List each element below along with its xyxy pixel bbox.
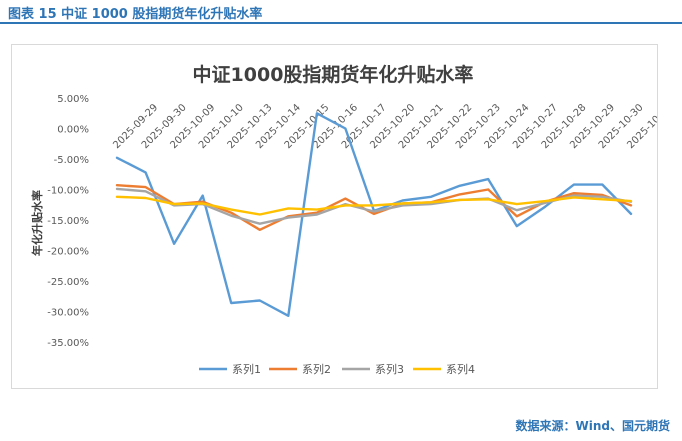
caption-divider bbox=[0, 22, 682, 24]
y-tick-label: -35.00% bbox=[47, 338, 89, 349]
legend-label: 系列3 bbox=[375, 362, 404, 376]
legend-label: 系列4 bbox=[446, 362, 475, 376]
line-chart: 中证1000股指期货年化升贴水率 年化升贴水率 5.00% 0.00% -5.00%… bbox=[30, 63, 674, 376]
figure-caption: 图表 15 中证 1000 股指期货年化升贴水率 bbox=[8, 7, 263, 22]
data-source-note: 数据来源：Wind、国元期货 bbox=[515, 419, 670, 433]
chart-title: 中证1000股指期货年化升贴水率 bbox=[193, 63, 474, 86]
chart-frame: 中证1000股指期货年化升贴水率 年化升贴水率 5.00% 0.00% -5.00%… bbox=[11, 44, 674, 389]
y-tick-label: -25.00% bbox=[47, 277, 89, 288]
series-lines bbox=[115, 112, 633, 317]
y-tick-label: -15.00% bbox=[47, 216, 89, 227]
series-line-4 bbox=[115, 195, 633, 216]
legend: 系列1 系列2 系列3 系列4 bbox=[199, 362, 475, 376]
y-tick-label: -10.00% bbox=[47, 186, 89, 197]
y-tick-label: -5.00% bbox=[54, 155, 89, 166]
y-tick-label: -20.00% bbox=[47, 247, 89, 258]
legend-label: 系列1 bbox=[232, 362, 261, 376]
x-axis-ticks: 2025-09-292025-09-302025-10-092025-10-10… bbox=[111, 102, 674, 151]
y-tick-label: 5.00% bbox=[57, 94, 89, 105]
legend-label: 系列2 bbox=[302, 362, 331, 376]
y-tick-label: 0.00% bbox=[57, 125, 89, 136]
y-axis-ticks: 5.00% 0.00% -5.00% -10.00% -15.00% -20.00% -25… bbox=[47, 94, 89, 349]
y-tick-label: -30.00% bbox=[47, 308, 89, 319]
y-axis-label: 年化升贴水率 bbox=[30, 190, 44, 256]
